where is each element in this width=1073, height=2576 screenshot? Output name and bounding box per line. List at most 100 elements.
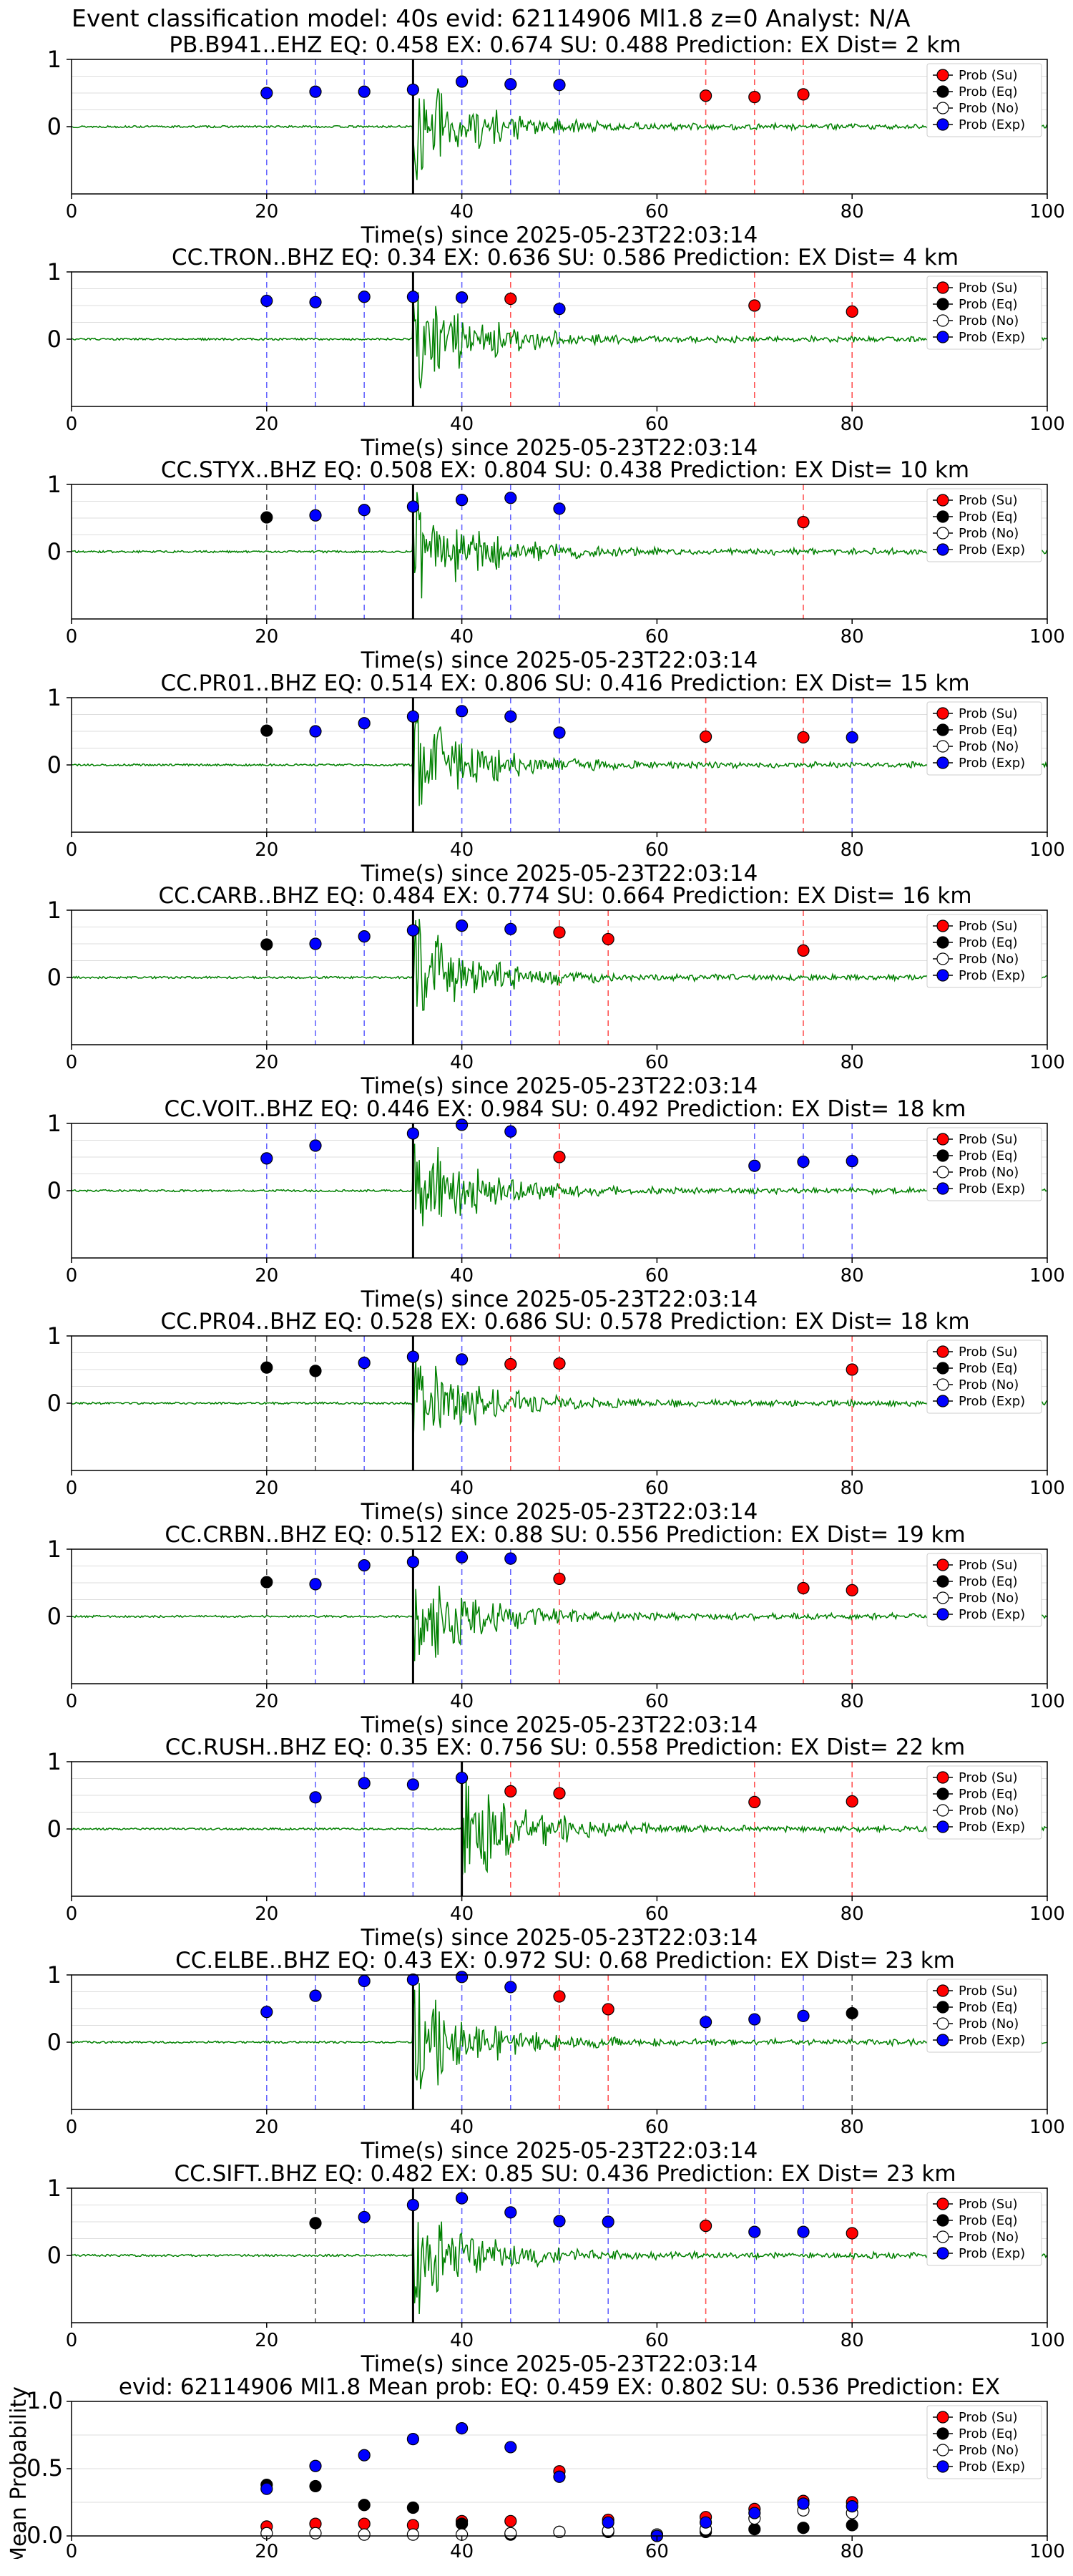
legend-box [926,701,1042,776]
y-tick-label: 0 [47,1177,62,1204]
legend-marker-no [936,314,949,327]
legend-box [926,1979,1042,2053]
x-tick-label: 60 [645,1903,669,1925]
prob-point-exp [406,291,420,303]
panel-CC.CARB..BHZ: CC.CARB..BHZ EQ: 0.484 EX: 0.774 SU: 0.6… [47,883,1065,1096]
y-tick-label: 0 [47,964,62,991]
y-tick-label: 1.0 [26,2387,63,2414]
prob-point-exp [309,1989,322,2002]
legend-marker-su [936,1133,949,1146]
prob-point-exp [358,85,371,98]
prob-point-exp [455,1551,469,1563]
prob-point-exp [797,2009,810,2022]
panel-mean: evid: 62114906 Ml1.8 Mean prob: EQ: 0.45… [6,2374,1065,2559]
panel-legend: Prob (Su)Prob (Eq)Prob (No)Prob (Exp) [926,701,1042,776]
x-tick-label: 20 [255,414,278,435]
x-tick-label: 20 [255,626,278,648]
mean-point-no [406,2528,420,2541]
x-tick-label: 40 [450,201,474,223]
prob-point-exp [699,2016,712,2029]
x-tick-label: 100 [1029,414,1065,435]
y-tick-label: 1 [47,1322,62,1350]
x-tick-label: 0 [66,1691,78,1712]
prob-point-su [699,2220,712,2233]
x-tick-label: 40 [450,2330,474,2351]
x-tick-label: 40 [450,2117,474,2138]
legend-marker-eq [936,2427,949,2440]
legend-label: Prob (Exp) [959,2246,1025,2261]
x-tick-label: 40 [450,839,474,861]
x-tick-label: 20 [255,2330,278,2351]
y-tick-label: 0.5 [26,2454,63,2482]
y-tick-label: 1 [47,471,62,498]
x-tick-label: 0 [66,2330,78,2351]
prob-point-su [504,1357,517,1371]
y-tick-label: 0.0 [26,2522,63,2549]
panel-title: PB.B941..EHZ EQ: 0.458 EX: 0.674 SU: 0.4… [169,32,961,58]
panel-CC.TRON..BHZ: CC.TRON..BHZ EQ: 0.34 EX: 0.636 SU: 0.58… [47,245,1065,458]
x-tick-label: 60 [645,414,669,435]
legend-box [926,275,1042,350]
x-tick-label: 0 [66,414,78,435]
legend-marker-su [936,707,949,720]
legend-label: Prob (No) [959,101,1019,116]
panel-legend: Prob (Su)Prob (Eq)Prob (No)Prob (Exp) [926,2192,1042,2266]
prob-point-exp [309,1139,322,1152]
y-tick-label: 0 [47,326,62,353]
mean-point-no [553,2525,566,2538]
y-tick-label: 1 [47,2175,62,2202]
legend-marker-su [936,1558,949,1571]
x-tick-label: 20 [255,2117,278,2138]
prob-point-eq [260,724,273,737]
prob-point-exp [406,1127,420,1140]
y-tick-label: 0 [47,113,62,140]
legend-label: Prob (Exp) [959,756,1025,771]
y-tick-label: 0 [47,538,62,565]
prob-point-exp [260,1152,273,1165]
x-tick-label: 80 [841,1265,864,1287]
prob-point-eq [260,1576,273,1589]
prob-point-exp [309,509,322,522]
prob-point-exp [309,1578,322,1591]
prob-point-exp [455,705,469,718]
legend-marker-su [936,2197,949,2210]
prob-point-exp [504,1552,517,1565]
legend-box [926,488,1042,562]
x-tick-label: 80 [841,626,864,648]
y-tick-label: 0 [47,1815,62,1843]
x-tick-label: 20 [255,1052,278,1073]
prob-point-su [553,1990,566,2003]
x-tick-label: 40 [450,414,474,435]
prob-point-exp [309,937,322,950]
prob-point-exp [358,717,371,730]
prob-point-exp [797,1155,810,1169]
legend-marker-eq [936,1149,949,1162]
prob-point-su [699,730,712,743]
prob-point-su [699,89,712,102]
y-tick-label: 0 [47,1390,62,1417]
x-tick-label: 0 [66,201,78,223]
legend-label: Prob (Exp) [959,1181,1025,1196]
panel-title: CC.STYX..BHZ EQ: 0.508 EX: 0.804 SU: 0.4… [161,457,969,483]
legend-label: Prob (Eq) [959,1148,1018,1163]
x-axis-label: Time(s) since 2025-05-23T22:03:14 [361,648,758,670]
mean-point-exp [602,2516,614,2529]
mean-point-exp [748,2507,761,2519]
legend-label: Prob (Exp) [959,1607,1025,1622]
mean-point-eq [358,2499,371,2512]
legend-marker-exp [936,1608,949,1621]
legend-label: Prob (Exp) [959,968,1025,983]
panel-legend: Prob (Su)Prob (Eq)Prob (No)Prob (Exp) [926,1127,1042,1201]
prob-point-eq [260,511,273,524]
legend-marker-no [936,952,949,965]
x-axis-label: Time(s) since 2025-05-23T22:03:14 [361,1712,758,1735]
prob-point-exp [406,1778,420,1791]
x-tick-label: 60 [645,2330,669,2351]
x-tick-label: 60 [645,1691,669,1712]
x-axis-label: Time(s) since 2025-05-23T22:03:14 [361,2138,758,2161]
legend-box [926,914,1042,988]
prob-point-exp [406,1973,420,1986]
legend-label: Prob (Su) [959,1770,1018,1785]
prob-point-exp [406,1350,420,1363]
mean-point-eq [748,2523,761,2536]
